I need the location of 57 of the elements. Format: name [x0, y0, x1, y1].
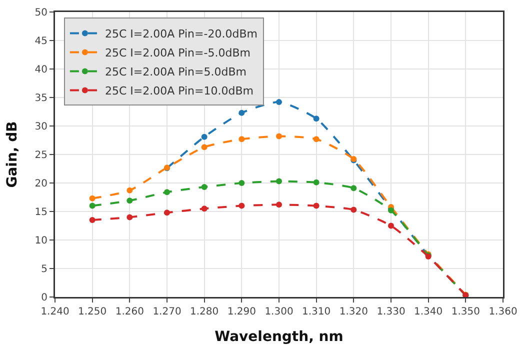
point — [238, 136, 245, 142]
x-tick-label: 1.280 — [190, 306, 219, 318]
x-axis-title: Wavelength, nm — [214, 329, 344, 345]
point — [238, 202, 245, 209]
point — [350, 206, 357, 213]
point — [313, 136, 320, 142]
point — [313, 202, 320, 209]
point — [126, 214, 133, 220]
point — [201, 134, 208, 140]
point — [164, 189, 170, 196]
y-tick-label: 5 — [41, 264, 48, 275]
y-tick-label: 10 — [34, 236, 48, 246]
x-tick-label: 1.310 — [302, 306, 331, 318]
point — [388, 222, 394, 229]
x-tick-label: 1.260 — [115, 306, 144, 318]
x-tick-label: 1.290 — [227, 306, 256, 318]
point — [313, 116, 320, 122]
y-tick-label: 45 — [34, 36, 48, 47]
point — [238, 180, 245, 186]
y-tick-label: 35 — [34, 93, 48, 104]
point — [89, 217, 96, 224]
point — [201, 206, 208, 212]
point — [89, 202, 96, 209]
point — [276, 202, 282, 208]
y-tick-label: 30 — [34, 122, 48, 132]
point — [89, 195, 96, 202]
x-tick-label: 1.350 — [451, 306, 480, 318]
point — [164, 210, 170, 216]
point — [126, 198, 133, 204]
y-tick-label: 15 — [34, 207, 48, 218]
legend-label: 25C I=2.00A Pin=5.0dBm — [104, 65, 246, 78]
point — [201, 184, 208, 190]
x-tick-label: 1.320 — [339, 306, 368, 318]
point — [126, 187, 133, 194]
x-tick-label: 1.300 — [264, 306, 294, 318]
x-tick-label: 1.270 — [152, 306, 182, 318]
y-tick-label: 25 — [34, 150, 48, 161]
point — [201, 144, 208, 150]
y-tick-label: 20 — [34, 178, 48, 190]
point — [238, 110, 245, 116]
legend-label: 25C I=2.00A Pin=10.0dBm — [104, 84, 254, 98]
y-tick-label: 0 — [41, 292, 48, 304]
point — [313, 179, 320, 186]
legend-label: 25C I=2.00A Pin=-5.0dBm — [104, 46, 250, 60]
x-tick-label: 1.240 — [40, 306, 70, 318]
legend-label: 25C I=2.00A Pin=-20.0dBm — [104, 27, 258, 40]
x-tick-label: 1.360 — [488, 306, 518, 318]
y-axis-title: Gain, dB — [4, 121, 20, 188]
x-tick-label: 1.340 — [414, 306, 443, 318]
x-tick-label: 1.250 — [78, 306, 107, 318]
point — [276, 133, 282, 140]
y-tick-label: 50 — [34, 8, 48, 18]
y-tick-label: 40 — [34, 64, 48, 76]
point — [276, 99, 282, 106]
point — [350, 185, 357, 192]
x-tick-label: 1.330 — [376, 306, 406, 318]
point — [276, 178, 282, 184]
